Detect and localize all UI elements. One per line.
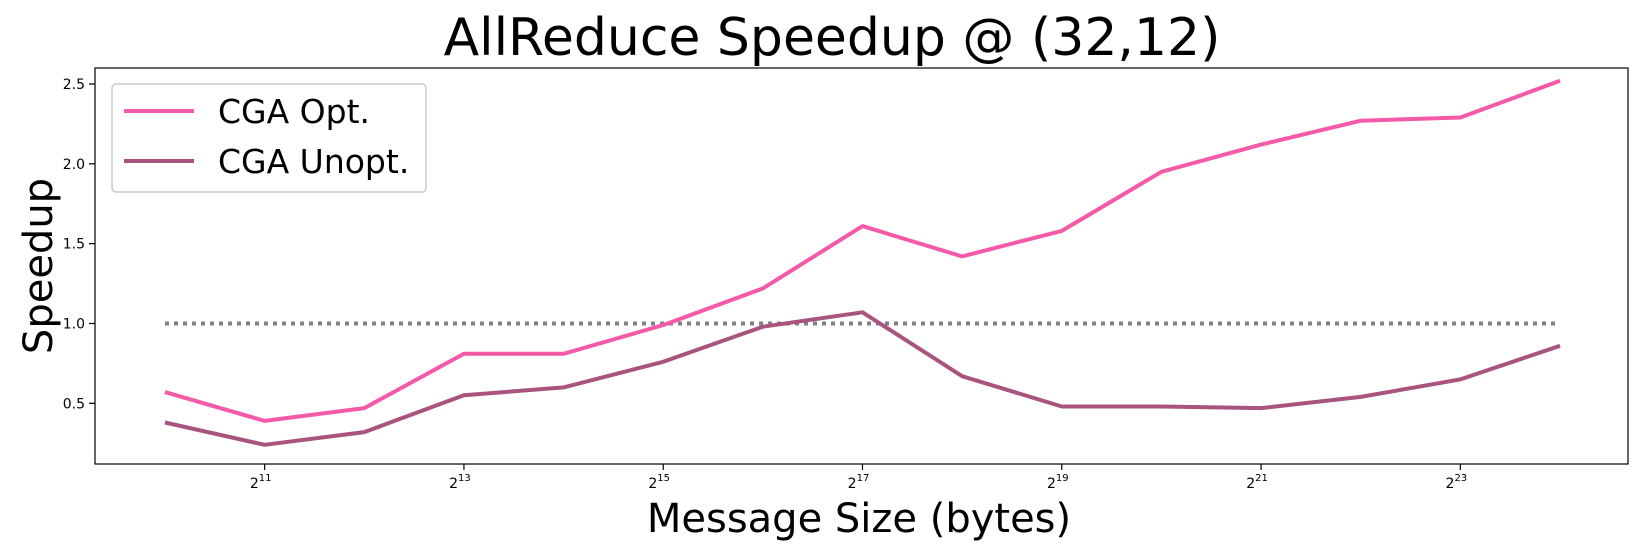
- plot-frame: [94, 67, 1629, 465]
- data-point: [663, 361, 664, 362]
- data-point: [1460, 379, 1461, 380]
- x-tick-label: 221: [1246, 473, 1268, 492]
- data-point: [663, 325, 664, 326]
- data-point: [1061, 230, 1062, 231]
- x-tick-label: 213: [449, 473, 471, 492]
- data-point: [364, 408, 365, 409]
- y-tick-label: 2.5: [63, 77, 85, 93]
- data-point: [1261, 144, 1262, 145]
- legend: CGA Opt. CGA Unopt.: [111, 83, 427, 193]
- y-tick-label: 0.5: [63, 396, 85, 412]
- x-tick-label: 217: [848, 473, 870, 492]
- data-point: [264, 444, 265, 445]
- x-tick-base: 2: [449, 476, 458, 492]
- data-point: [563, 387, 564, 388]
- x-tick-base: 2: [1246, 476, 1255, 492]
- y-tick-label: 1.5: [63, 237, 85, 253]
- data-point: [862, 226, 863, 227]
- x-tick-label: 219: [1047, 473, 1069, 492]
- x-tick-base: 2: [848, 476, 857, 492]
- data-point: [1161, 406, 1162, 407]
- data-point: [762, 288, 763, 289]
- y-tick-label: 2.0: [63, 157, 85, 173]
- x-tick-base: 2: [250, 476, 259, 492]
- data-point: [762, 326, 763, 327]
- x-tick-base: 2: [648, 476, 657, 492]
- x-tick-exponent: 17: [857, 473, 870, 484]
- data-point: [364, 432, 365, 433]
- x-tick-exponent: 23: [1454, 473, 1467, 484]
- data-point: [1261, 408, 1262, 409]
- data-point: [1161, 171, 1162, 172]
- data-point: [1360, 396, 1361, 397]
- series-line-1: [164, 78, 1561, 423]
- x-tick-exponent: 13: [458, 473, 471, 484]
- data-point: [463, 395, 464, 396]
- x-tick-exponent: 21: [1255, 473, 1268, 484]
- legend-label: CGA Unopt.: [218, 142, 409, 181]
- data-point: [165, 392, 166, 393]
- y-axis-label: Speedup: [16, 178, 62, 354]
- x-tick-label: 215: [648, 473, 670, 492]
- legend-label: CGA Opt.: [218, 92, 370, 131]
- x-axis-label: Message Size (bytes): [647, 496, 1071, 542]
- x-tick-label: 223: [1446, 473, 1468, 492]
- data-point: [1560, 80, 1561, 81]
- x-tick-label: 211: [250, 473, 272, 492]
- data-point: [1360, 120, 1361, 121]
- data-point: [165, 422, 166, 423]
- data-point: [1061, 406, 1062, 407]
- chart-title: AllReduce Speedup @ (32,12): [444, 8, 1221, 68]
- data-point: [1560, 345, 1561, 346]
- data-point: [862, 312, 863, 313]
- data-point: [962, 376, 963, 377]
- x-tick-exponent: 15: [657, 473, 670, 484]
- x-tick-base: 2: [1047, 476, 1056, 492]
- x-tick-base: 2: [1446, 476, 1455, 492]
- data-point: [264, 420, 265, 421]
- series-line-2: [164, 310, 1561, 447]
- data-point: [962, 256, 963, 257]
- x-tick-exponent: 19: [1056, 473, 1069, 484]
- y-tick-label: 1.0: [63, 316, 85, 332]
- data-point: [1460, 117, 1461, 118]
- data-point: [463, 353, 464, 354]
- x-tick-exponent: 11: [259, 473, 272, 484]
- data-point: [563, 353, 564, 354]
